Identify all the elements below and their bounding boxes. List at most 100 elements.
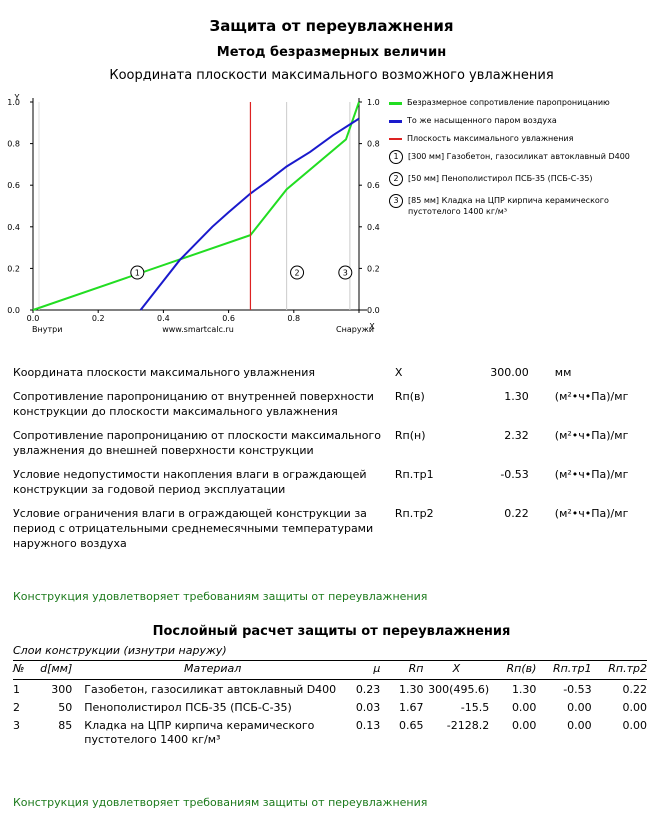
cell-mu: 0.03	[355, 701, 381, 714]
y-axis-title: Y	[14, 93, 20, 102]
legend-item-red: Плоскость максимального увлажнения	[389, 134, 659, 150]
layer-marker-label: 1	[135, 269, 140, 278]
layers-table: № d[мм] Материал μ Rп X Rп(в) Rп.тр1 Rп.…	[13, 660, 647, 747]
cell-rptr1: -0.53	[563, 683, 592, 696]
col-header-rpv: Rп(в)	[506, 662, 537, 675]
cell-no: 1	[13, 683, 20, 696]
legend-label: То же насыщенного паром воздуха	[407, 116, 557, 125]
x-left-label: Внутри	[32, 325, 62, 334]
chart-title: Координата плоскости максимального возмо…	[109, 68, 554, 83]
x-tick-label: 0.8	[287, 314, 300, 323]
param-name: Сопротивление паропроницанию от внутренн…	[13, 390, 374, 418]
cell-rp: 1.67	[398, 701, 424, 714]
cell-x: 300(495.6)	[428, 683, 490, 696]
layer-marker	[290, 265, 305, 280]
param-row: Условие ограничения влаги в ограждающей …	[13, 506, 663, 560]
y-tick-label: 0.6	[7, 181, 20, 190]
y2-tick-label: 0.4	[367, 223, 380, 232]
param-symbol: Rп(в)	[394, 390, 425, 403]
param-value: 1.30	[504, 390, 529, 403]
result-status-text: Конструкция удовлетворяет требованиям за…	[13, 590, 428, 603]
param-value: 0.22	[504, 507, 529, 520]
series-line-1	[32, 101, 360, 311]
cell-rptr2: 0.00	[622, 701, 648, 714]
param-symbol: Rп(н)	[394, 429, 426, 442]
col-header-material: Материал	[183, 662, 242, 675]
y2-tick-label: 1.0	[367, 98, 380, 107]
legend-label: Безразмерное сопротивление паропроницани…	[407, 98, 610, 107]
param-name: Условие ограничения влаги в ограждающей …	[13, 507, 374, 550]
param-name: Координата плоскости максимального увлаж…	[13, 366, 316, 379]
param-unit: (м²•ч•Па)/мг	[554, 507, 629, 520]
table-header-rule	[13, 679, 647, 680]
cell-no: 2	[13, 701, 20, 714]
col-header-no: №	[13, 662, 25, 675]
param-unit: мм	[554, 366, 572, 379]
cell-mu: 0.23	[355, 683, 381, 696]
moisture-chart: Y X 0.0 0.2 0.4 0.6 0.8 1.0 0.0 0.2 0.4 0.6 0.8 1.0 0.…	[7, 93, 380, 334]
cell-d: 300	[51, 683, 73, 696]
param-symbol: X	[394, 366, 403, 379]
table-top-rule	[13, 660, 647, 661]
cell-rpv: 0.00	[511, 701, 537, 714]
legend-swatch	[389, 102, 402, 105]
legend-item-green: Безразмерное сопротивление паропроницани…	[389, 98, 659, 116]
param-value: -0.53	[500, 468, 529, 481]
cell-rp: 1.30	[398, 683, 424, 696]
cell-d: 85	[58, 719, 73, 732]
param-name: Сопротивление паропроницанию от плоскост…	[13, 429, 381, 457]
col-header-rptr1: Rп.тр1	[552, 662, 592, 675]
x-axis-title: X	[369, 322, 375, 331]
table-row: 2 50 Пенополистирол ПСБ-35 (ПСБ-С-35) 0.…	[13, 697, 647, 715]
layer-marker-label: 3	[343, 269, 348, 278]
legend-layer-label: [300 мм] Газобетон, газосиликат автоклав…	[408, 152, 630, 161]
x-tick-label: 0.2	[92, 314, 105, 323]
param-unit: (м²•ч•Па)/мг	[554, 429, 629, 442]
layer-marker	[130, 265, 145, 280]
col-header-d: d[мм]	[40, 662, 73, 675]
cell-material: Кладка на ЦПР кирпича керамического пуст…	[84, 719, 315, 746]
page-title: Защита от переувлажнения	[209, 17, 454, 35]
cell-x: -2128.2	[446, 719, 490, 732]
layers-header-row: № d[мм] Материал μ Rп X Rп(в) Rп.тр1 Rп.…	[13, 660, 647, 679]
legend-layer-3: 3 [85 мм] Кладка на ЦПР кирпича керамиче…	[389, 194, 659, 220]
legend-layer-2: 2 [50 мм] Пенополистирол ПСБ-35 (ПСБ-С-3…	[389, 172, 659, 191]
layer-calc-subtitle: Слои конструкции (изнутри наружу)	[13, 644, 227, 657]
cell-no: 3	[13, 719, 20, 732]
layer-marker	[338, 265, 353, 280]
cell-x: -15.5	[460, 701, 490, 714]
param-row: Сопротивление паропроницанию от внутренн…	[13, 389, 663, 428]
cell-rpv: 0.00	[511, 719, 537, 732]
legend-label: Плоскость максимального увлажнения	[407, 134, 574, 143]
layer-number-badge: 1	[389, 150, 403, 164]
series-line-2	[139, 117, 360, 311]
param-symbol: Rп.тр2	[394, 507, 434, 520]
watermark-text: www.smartcalc.ru	[162, 325, 234, 334]
param-name: Условие недопустимости накопления влаги …	[13, 468, 367, 496]
col-header-rptr2: Rп.тр2	[608, 662, 647, 675]
param-unit: (м²•ч•Па)/мг	[554, 390, 629, 403]
cell-rptr2: 0.00	[622, 719, 648, 732]
table-row: 3 85 Кладка на ЦПР кирпича керамического…	[13, 715, 647, 747]
legend-layer-label: [50 мм] Пенополистирол ПСБ-35 (ПСБ-С-35)	[408, 174, 593, 183]
y2-tick-label: 0.8	[367, 140, 380, 149]
cell-material: Газобетон, газосиликат автоклавный D400	[84, 683, 337, 696]
layer-number-badge: 3	[389, 194, 403, 208]
y-tick-label: 0.0	[7, 306, 20, 315]
cell-mu: 0.13	[355, 719, 381, 732]
legend-layer-1: 1 [300 мм] Газобетон, газосиликат автокл…	[389, 150, 659, 169]
y2-tick-label: 0.6	[367, 181, 380, 190]
x-tick-label: 0.6	[222, 314, 235, 323]
legend-swatch	[389, 120, 402, 123]
param-row: Координата плоскости максимального увлаж…	[13, 365, 663, 389]
y-tick-label: 0.4	[7, 223, 20, 232]
param-value: 2.32	[504, 429, 529, 442]
cell-d: 50	[58, 701, 73, 714]
col-header-mu: μ	[373, 662, 381, 675]
cell-rptr1: 0.00	[567, 701, 592, 714]
cell-rptr1: 0.00	[567, 719, 592, 732]
chart-legend: Безразмерное сопротивление паропроницани…	[389, 98, 659, 223]
layer-calc-title: Послойный расчет защиты от переувлажнени…	[152, 624, 511, 639]
cell-material: Пенополистирол ПСБ-35 (ПСБ-С-35)	[84, 701, 292, 714]
x-tick-label: 0.4	[157, 314, 170, 323]
